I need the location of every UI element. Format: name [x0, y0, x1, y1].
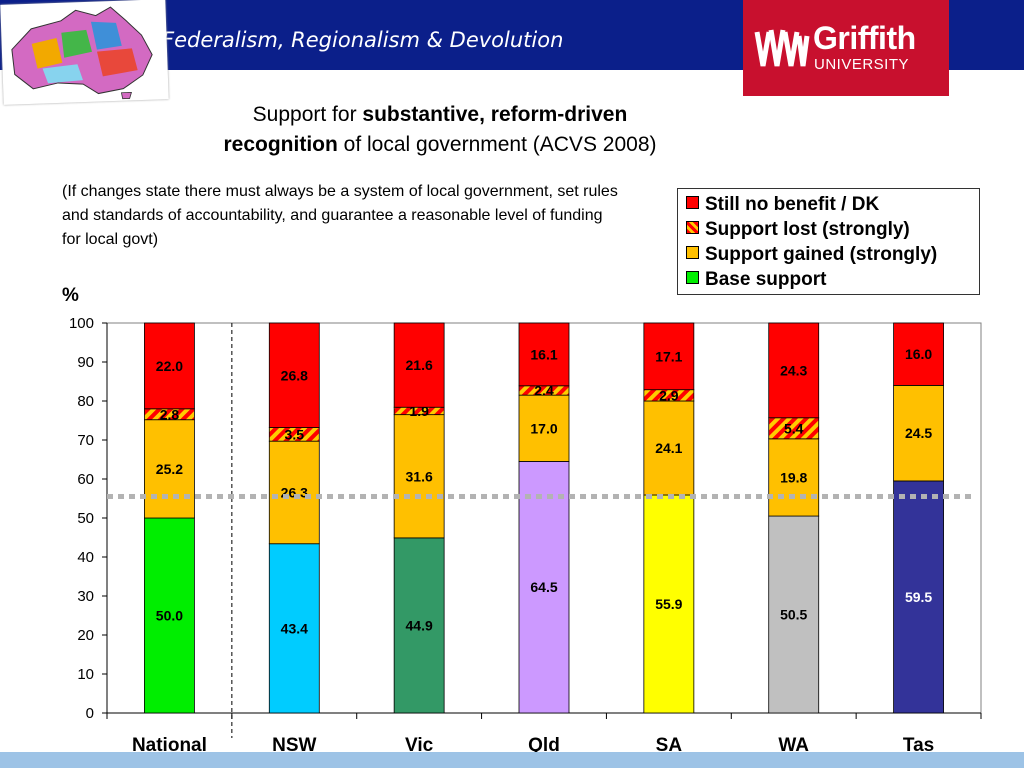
logo-background: Griffith UNIVERSITY	[743, 0, 949, 96]
title-part1: Support for	[252, 103, 363, 126]
chart-legend: Still no benefit / DK Support lost (stro…	[677, 188, 980, 295]
legend-label: Support lost (strongly)	[705, 219, 910, 240]
y-tick-label: 60	[77, 471, 94, 488]
bar-segment-nsw-support-gained-strongly-	[268, 440, 320, 545]
bar-segment-vic-still-no-benefit-dk	[393, 322, 445, 408]
data-label: 3.5	[285, 426, 305, 442]
bar-segment-qld-support-lost-strongly-	[518, 385, 570, 396]
data-label: 2.8	[160, 406, 180, 422]
y-tick-label: 30	[77, 588, 94, 605]
title-part2: of local government (ACVS 2008)	[337, 133, 657, 156]
bar-segment-vic-support-lost-strongly-	[393, 406, 445, 416]
data-label: 55.9	[655, 596, 682, 612]
logo-subtext: UNIVERSITY	[814, 56, 910, 73]
data-label: 16.0	[905, 346, 932, 362]
bar-segment-nsw-still-no-benefit-dk	[268, 322, 320, 428]
bar-segment-wa-support-gained-strongly-	[768, 438, 820, 517]
chart-subtitle: (If changes state there must always be a…	[62, 183, 618, 248]
bar-segment-tas-base-support	[893, 480, 944, 714]
bar-segment-national-support-lost-strongly-	[144, 408, 195, 421]
bar-segment-sa-still-no-benefit-dk	[643, 322, 695, 391]
data-label: 31.6	[406, 468, 433, 484]
legend-label: Still no benefit / DK	[705, 194, 880, 215]
data-label: 59.5	[905, 589, 932, 605]
data-label: 21.6	[406, 357, 433, 373]
bar-segment-vic-base-support	[393, 537, 445, 714]
bar-segment-vic-support-gained-strongly-	[393, 414, 445, 539]
data-label: 24.3	[780, 362, 807, 378]
title-bold2: recognition	[223, 133, 338, 156]
griffith-logo[interactable]: Griffith UNIVERSITY	[743, 0, 949, 96]
chart-title: Support for substantive, reform-driven r…	[140, 100, 740, 160]
data-label: 24.1	[655, 440, 682, 456]
data-label: 19.8	[780, 469, 807, 485]
y-axis-unit: %	[62, 285, 79, 306]
bar-segment-national-still-no-benefit-dk	[144, 322, 195, 410]
data-label: 5.4	[784, 420, 804, 436]
data-label: 22.0	[156, 358, 183, 374]
bar-segment-tas-still-no-benefit-dk	[893, 322, 944, 386]
y-tick-label: 40	[77, 549, 94, 566]
bar-segment-qld-support-gained-strongly-	[518, 394, 570, 462]
data-label: 1.9	[409, 403, 429, 419]
data-label: 44.9	[406, 617, 433, 633]
banner-title: Federalism, Regionalism & Devolution	[162, 28, 564, 52]
bar-segment-wa-base-support	[768, 515, 820, 714]
data-label: 50.0	[156, 608, 183, 624]
legend-swatch-gold	[686, 246, 699, 259]
data-label: 16.1	[530, 346, 557, 362]
bar-segment-qld-base-support	[518, 461, 570, 714]
data-label: 64.5	[530, 579, 557, 595]
y-tick-label: 0	[86, 705, 94, 722]
data-label: 26.8	[281, 367, 308, 383]
y-tick-label: 100	[69, 315, 94, 332]
plot-frame	[106, 322, 982, 714]
bar-segment-tas-support-gained-strongly-	[893, 384, 944, 482]
australia-map-image	[0, 0, 169, 105]
y-tick-label: 90	[77, 354, 94, 371]
y-tick-label: 80	[77, 393, 94, 410]
legend-label: Support gained (strongly)	[705, 244, 938, 265]
australia-map-icon	[11, 6, 153, 100]
y-tick-label: 10	[77, 666, 94, 683]
legend-swatch-hatch	[686, 221, 699, 234]
data-label: 50.5	[780, 607, 807, 623]
legend-swatch-red	[686, 196, 699, 209]
legend-label: Base support	[705, 269, 827, 290]
bar-segment-wa-still-no-benefit-dk	[768, 322, 820, 419]
legend-swatch-green	[686, 271, 699, 284]
bar-segment-sa-base-support	[643, 494, 695, 714]
bar-segment-nsw-base-support	[268, 543, 320, 714]
griffith-crest-icon	[754, 29, 810, 67]
bar-segment-national-support-gained-strongly-	[144, 419, 195, 519]
y-tick-label: 50	[77, 510, 94, 527]
footer-strip	[0, 752, 1024, 768]
legend-item-base-support: Base support	[686, 269, 826, 291]
bar-segment-wa-support-lost-strongly-	[768, 417, 820, 440]
y-tick-label: 70	[77, 432, 94, 449]
logo-name: Griffith	[813, 20, 916, 56]
legend-item-still-no-benefit: Still no benefit / DK	[686, 194, 879, 216]
data-label: 2.4	[534, 382, 554, 398]
data-label: 26.3	[281, 484, 308, 500]
bar-segment-qld-still-no-benefit-dk	[518, 322, 570, 387]
data-label: 2.9	[659, 387, 679, 403]
data-label: 17.0	[530, 420, 557, 436]
data-label: 24.5	[905, 425, 932, 441]
title-bold1: substantive, reform-driven	[362, 103, 628, 126]
data-label: 17.1	[655, 348, 682, 364]
data-label: 43.4	[281, 620, 308, 636]
bar-segment-sa-support-gained-strongly-	[643, 400, 695, 496]
bar-segment-national-base-support	[144, 517, 195, 714]
bar-segment-nsw-support-lost-strongly-	[268, 427, 320, 442]
y-tick-label: 20	[77, 627, 94, 644]
bar-segment-sa-support-lost-strongly-	[643, 389, 695, 402]
data-label: 25.2	[156, 461, 183, 477]
legend-item-support-lost: Support lost (strongly)	[686, 219, 910, 241]
legend-item-support-gained: Support gained (strongly)	[686, 244, 937, 266]
